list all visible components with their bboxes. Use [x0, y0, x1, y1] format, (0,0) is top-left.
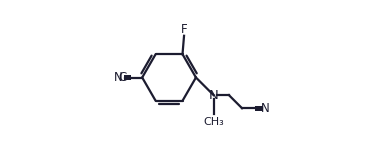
Text: F: F [181, 23, 188, 36]
Text: CH₃: CH₃ [203, 117, 224, 127]
Text: N: N [114, 71, 123, 84]
Text: N: N [260, 102, 269, 115]
Text: C: C [118, 71, 127, 84]
Text: N: N [209, 89, 219, 102]
